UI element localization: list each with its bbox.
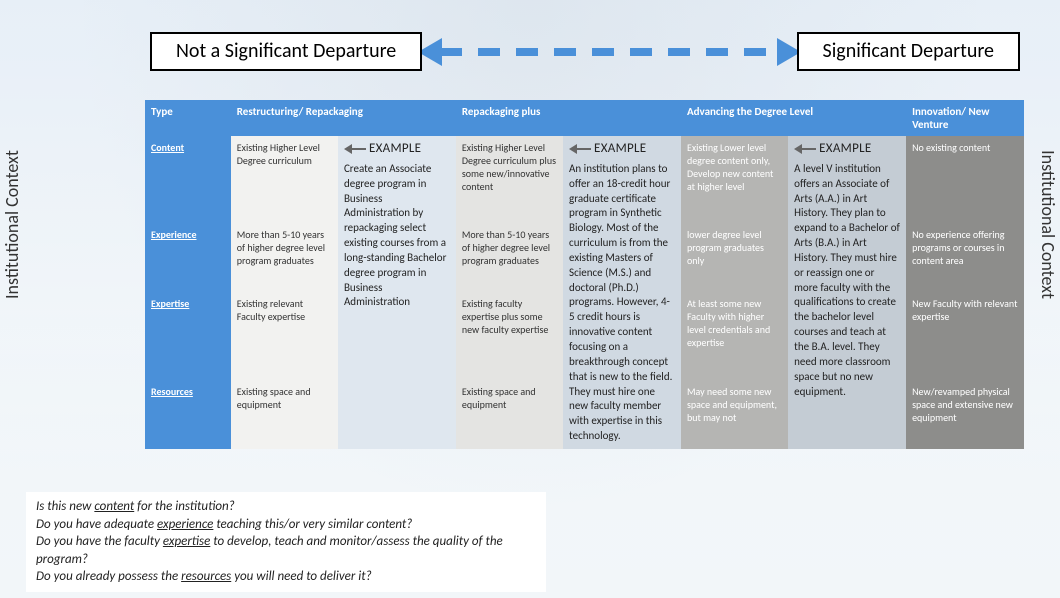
left-side-label: Institutional Context <box>1 150 23 299</box>
example-advancing: EXAMPLE A level V institution offers an … <box>788 136 906 449</box>
example-restructuring: EXAMPLE Create an Associate degree progr… <box>338 136 456 449</box>
left-header-box: Not a Significant Departure <box>150 32 422 71</box>
question-line: Do you have adequate experience teaching… <box>36 516 536 534</box>
arrow-left-icon <box>569 145 591 153</box>
question-line: Do you already possess the resources you… <box>36 568 536 586</box>
row-label-content: Content <box>145 136 231 223</box>
question-line: Do you have the faculty expertise to dev… <box>36 533 536 568</box>
col-header-restructuring: Restructuring/ Repackaging <box>231 100 456 136</box>
cell-innovation-expertise: New Faculty with relevant expertise <box>906 292 1024 379</box>
cell-advancing-expertise: At least some new Faculty with higher le… <box>681 292 788 379</box>
col-header-innovation: Innovation/ New Venture <box>906 100 1024 136</box>
cell-repackplus-content: Existing Higher Level Degree curriculum … <box>456 136 563 223</box>
row-label-resources: Resources <box>145 380 231 449</box>
row-label-experience: Experience <box>145 223 231 292</box>
row-label-expertise: Expertise <box>145 292 231 379</box>
guiding-questions: Is this new content for the institution?… <box>26 492 546 592</box>
question-line: Is this new content for the institution? <box>36 498 536 516</box>
col-header-repackaging-plus: Repackaging plus <box>456 100 681 136</box>
right-header-box: Significant Departure <box>797 32 1020 71</box>
cell-repackplus-resources: Existing space and equipment <box>456 380 563 449</box>
cell-restructuring-experience: More than 5-10 years of higher degree le… <box>231 223 338 292</box>
arrow-left-icon <box>344 145 366 153</box>
table-row: Content Existing Higher Level Degree cur… <box>145 136 1024 223</box>
cell-restructuring-resources: Existing space and equipment <box>231 380 338 449</box>
main-table: Type Restructuring/ Repackaging Repackag… <box>145 100 1024 449</box>
cell-repackplus-experience: More than 5-10 years of higher degree le… <box>456 223 563 292</box>
example-repackaging-plus: EXAMPLE An institution plans to offer an… <box>563 136 681 449</box>
cell-innovation-content: No existing content <box>906 136 1024 223</box>
cell-advancing-experience: lower degree level program graduates onl… <box>681 223 788 292</box>
column-header-row: Type Restructuring/ Repackaging Repackag… <box>145 100 1024 136</box>
cell-restructuring-content: Existing Higher Level Degree curriculum <box>231 136 338 223</box>
type-header: Type <box>145 100 231 136</box>
spectrum-header: Not a Significant Departure Significant … <box>150 4 1020 99</box>
arrow-left-icon <box>794 145 816 153</box>
cell-advancing-resources: May need some new space and equipment, b… <box>681 380 788 449</box>
cell-innovation-resources: New/revamped physical space and extensiv… <box>906 380 1024 449</box>
cell-advancing-content: Existing Lower level degree content only… <box>681 136 788 223</box>
right-side-label: Institutional Context <box>1037 150 1059 299</box>
cell-restructuring-expertise: Existing relevant Faculty expertise <box>231 292 338 379</box>
cell-repackplus-expertise: Existing faculty expertise plus some new… <box>456 292 563 379</box>
cell-innovation-experience: No experience offering programs or cours… <box>906 223 1024 292</box>
spectrum-arrow <box>420 37 798 67</box>
col-header-advancing: Advancing the Degree Level <box>681 100 906 136</box>
